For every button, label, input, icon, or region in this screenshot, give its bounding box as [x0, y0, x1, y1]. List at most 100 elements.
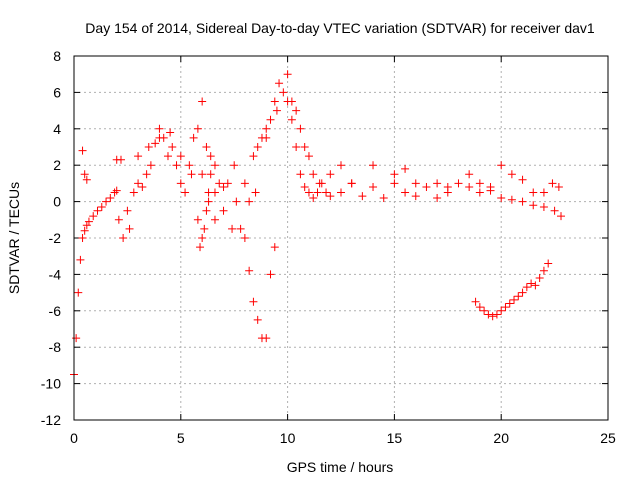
data-point	[204, 197, 213, 206]
data-point	[240, 179, 249, 188]
x-tick-label: 25	[600, 430, 616, 446]
data-point	[322, 188, 331, 197]
x-tick-label: 0	[70, 430, 78, 446]
series-late-arc	[471, 259, 553, 321]
data-point	[518, 175, 527, 184]
data-point	[296, 170, 305, 179]
data-point	[529, 188, 538, 197]
data-point	[266, 115, 275, 124]
data-point	[529, 201, 538, 210]
data-point	[326, 192, 335, 201]
data-point	[337, 161, 345, 170]
data-point	[168, 143, 177, 151]
data-point	[200, 224, 209, 233]
data-point	[492, 310, 501, 319]
data-point	[204, 188, 213, 197]
data-point	[475, 188, 484, 197]
data-point	[253, 143, 262, 151]
y-tick-label: -12	[41, 412, 61, 428]
data-point	[507, 170, 516, 179]
data-point	[292, 106, 301, 115]
data-point	[72, 334, 81, 343]
data-point	[480, 306, 489, 315]
data-point	[518, 288, 527, 297]
data-point	[253, 315, 262, 324]
data-point	[202, 206, 211, 215]
data-point	[163, 152, 172, 161]
data-point	[550, 206, 559, 215]
data-point	[300, 143, 309, 151]
series-dip-6h	[193, 161, 219, 252]
data-point	[300, 183, 309, 192]
data-point	[326, 170, 335, 179]
data-point	[82, 221, 91, 230]
data-point	[465, 183, 474, 192]
data-point	[262, 133, 271, 142]
data-point	[484, 310, 493, 319]
x-axis-label: GPS time / hours	[287, 459, 394, 475]
data-point	[539, 203, 548, 212]
data-point	[202, 143, 211, 151]
data-point	[539, 188, 548, 197]
data-point	[369, 161, 378, 170]
data-point	[275, 79, 284, 88]
data-point	[527, 279, 536, 288]
data-point	[219, 183, 228, 192]
data-point	[206, 170, 215, 179]
data-point	[309, 170, 318, 179]
y-tick-label: -8	[49, 339, 62, 355]
data-point	[245, 197, 254, 206]
data-point	[78, 234, 87, 242]
data-point	[518, 197, 527, 206]
data-point	[119, 234, 128, 242]
series-upper-arc	[78, 70, 563, 224]
data-point	[78, 146, 87, 155]
data-point	[185, 161, 194, 170]
data-point	[304, 152, 313, 161]
y-tick-label: -2	[49, 230, 62, 246]
data-point	[89, 212, 98, 221]
data-point	[82, 175, 91, 184]
data-point	[125, 224, 134, 233]
data-point	[228, 224, 237, 233]
data-point	[193, 215, 202, 224]
data-point	[514, 292, 523, 301]
x-tick-label: 5	[177, 430, 185, 446]
data-point	[181, 188, 190, 197]
data-point	[151, 139, 160, 148]
grid-lines	[74, 56, 608, 420]
data-point	[249, 152, 258, 161]
data-point	[176, 152, 185, 161]
x-tick-label: 15	[387, 430, 403, 446]
data-point	[422, 183, 431, 192]
data-point	[358, 192, 367, 201]
data-point	[138, 183, 147, 192]
data-point	[486, 183, 495, 192]
data-point	[548, 179, 557, 188]
y-tick-label: -4	[49, 266, 62, 282]
data-point	[475, 179, 484, 188]
data-point	[315, 179, 324, 188]
data-point	[411, 179, 420, 188]
data-point	[210, 161, 219, 170]
data-point	[219, 206, 228, 215]
data-point	[390, 170, 399, 179]
data-point	[522, 283, 531, 292]
x-tick-label: 10	[280, 430, 296, 446]
y-tick-label: 4	[53, 121, 61, 137]
data-point	[106, 193, 115, 202]
data-point	[262, 334, 271, 343]
data-point	[501, 303, 510, 312]
data-point	[176, 179, 185, 188]
data-point	[554, 183, 563, 192]
data-point	[215, 179, 224, 188]
data-point	[465, 170, 474, 179]
data-point	[475, 303, 484, 312]
data-point	[497, 193, 506, 202]
data-point	[114, 215, 123, 224]
data-point	[433, 179, 442, 188]
data-point	[454, 179, 463, 188]
data-point	[390, 179, 399, 188]
data-point	[196, 243, 205, 252]
